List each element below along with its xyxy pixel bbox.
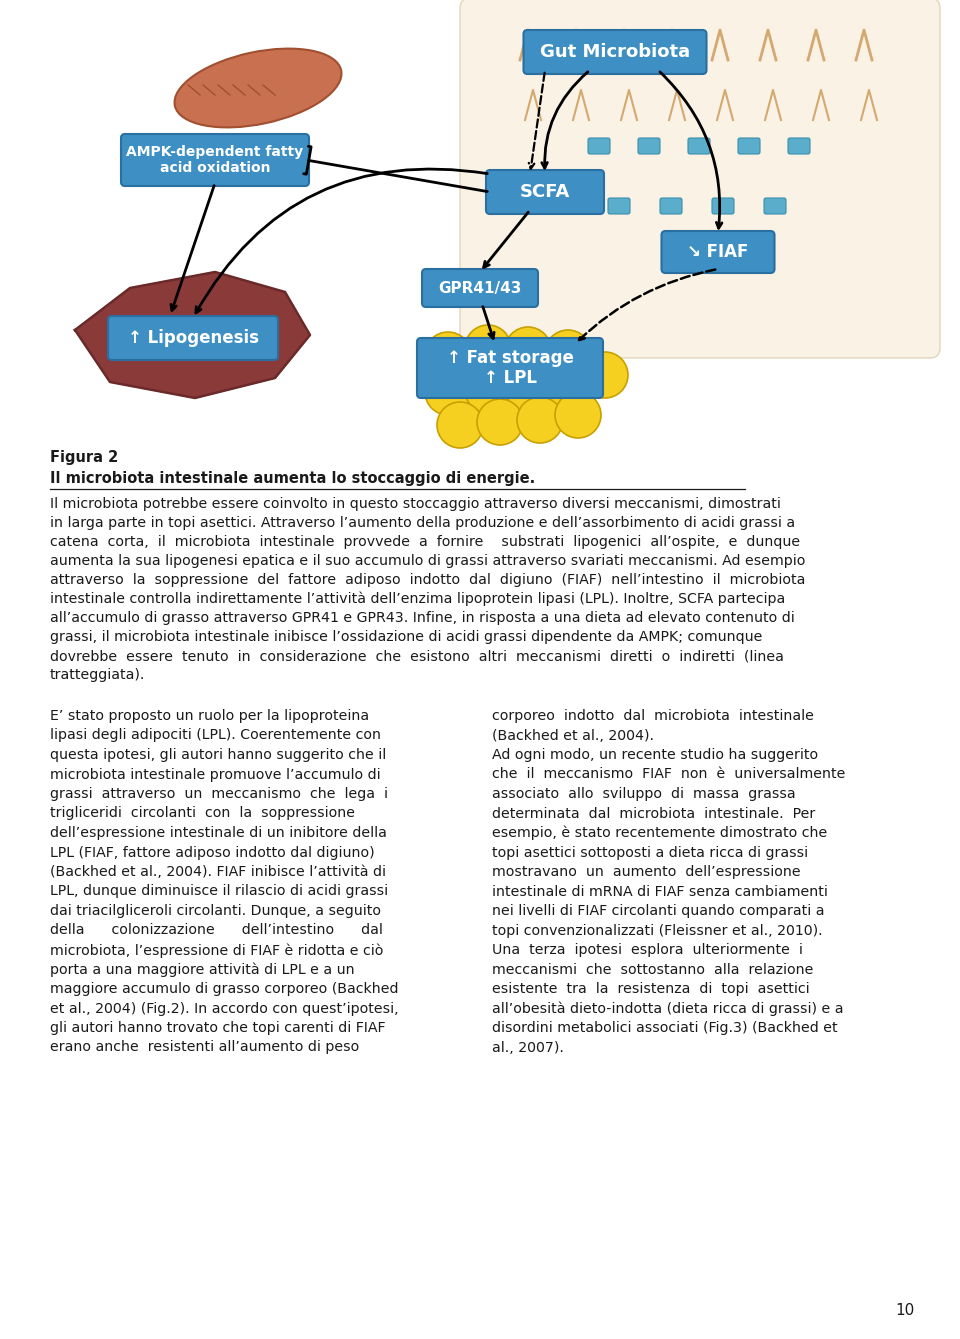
Text: et al., 2004) (Fig.2). In accordo con quest’ipotesi,: et al., 2004) (Fig.2). In accordo con qu…: [50, 1002, 398, 1015]
Circle shape: [545, 363, 591, 408]
Text: dovrebbe  essere  tenuto  in  considerazione  che  esistono  altri  meccanismi  : dovrebbe essere tenuto in considerazione…: [50, 649, 784, 663]
Text: Una  terza  ipotesi  esplora  ulteriormente  i: Una terza ipotesi esplora ulteriormente …: [492, 943, 803, 957]
Text: Figura 2: Figura 2: [50, 450, 118, 465]
Text: mostravano  un  aumento  dell’espressione: mostravano un aumento dell’espressione: [492, 865, 801, 878]
Text: microbiota intestinale promuove l’accumulo di: microbiota intestinale promuove l’accumu…: [50, 767, 380, 782]
Text: disordini metabolici associati (Fig.3) (Backhed et: disordini metabolici associati (Fig.3) (…: [492, 1022, 838, 1035]
Text: intestinale di mRNA di FIAF senza cambiamenti: intestinale di mRNA di FIAF senza cambia…: [492, 885, 828, 898]
Text: topi convenzionalizzati (Fleissner et al., 2010).: topi convenzionalizzati (Fleissner et al…: [492, 924, 823, 937]
Text: 10: 10: [896, 1303, 915, 1318]
Text: attraverso  la  soppressione  del  fattore  adiposo  indotto  dal  digiuno  (FIA: attraverso la soppressione del fattore a…: [50, 573, 805, 586]
Text: SCFA: SCFA: [520, 183, 570, 201]
FancyBboxPatch shape: [638, 138, 660, 154]
Text: al., 2007).: al., 2007).: [492, 1040, 564, 1055]
Text: esempio, è stato recentemente dimostrato che: esempio, è stato recentemente dimostrato…: [492, 826, 828, 841]
Text: della      colonizzazione      dell’intestino      dal: della colonizzazione dell’intestino dal: [50, 924, 383, 937]
Text: LPL (FIAF, fattore adiposo indotto dal digiuno): LPL (FIAF, fattore adiposo indotto dal d…: [50, 845, 374, 860]
Text: GPR41/43: GPR41/43: [439, 280, 521, 296]
Text: catena  corta,  il  microbiota  intestinale  provvede  a  fornire    substrati  : catena corta, il microbiota intestinale …: [50, 536, 800, 549]
Text: che  il  meccanismo  FIAF  non  è  universalmente: che il meccanismo FIAF non è universalme…: [492, 767, 846, 782]
FancyBboxPatch shape: [108, 316, 278, 360]
Circle shape: [465, 367, 511, 412]
Text: AMPK-dependent fatty
acid oxidation: AMPK-dependent fatty acid oxidation: [127, 145, 303, 175]
Text: determinata  dal  microbiota  intestinale.  Per: determinata dal microbiota intestinale. …: [492, 806, 815, 821]
Circle shape: [517, 396, 563, 443]
FancyBboxPatch shape: [460, 0, 940, 358]
Text: topi asettici sottoposti a dieta ricca di grassi: topi asettici sottoposti a dieta ricca d…: [492, 845, 808, 860]
Text: Il microbiota potrebbe essere coinvolto in questo stoccaggio attraverso diversi : Il microbiota potrebbe essere coinvolto …: [50, 497, 780, 511]
FancyBboxPatch shape: [712, 198, 734, 214]
FancyBboxPatch shape: [661, 232, 775, 273]
Text: all’obesità dieto-indotta (dieta ricca di grassi) e a: all’obesità dieto-indotta (dieta ricca d…: [492, 1002, 844, 1016]
FancyBboxPatch shape: [764, 198, 786, 214]
Text: dai triacilgliceroli circolanti. Dunque, a seguito: dai triacilgliceroli circolanti. Dunque,…: [50, 904, 381, 919]
Circle shape: [477, 399, 523, 445]
Text: Ad ogni modo, un recente studio ha suggerito: Ad ogni modo, un recente studio ha sugge…: [492, 749, 818, 762]
Text: LPL, dunque diminuisce il rilascio di acidi grassi: LPL, dunque diminuisce il rilascio di ac…: [50, 885, 388, 898]
Text: Il microbiota intestinale aumenta lo stoccaggio di energie.: Il microbiota intestinale aumenta lo sto…: [50, 471, 536, 486]
Text: grassi, il microbiota intestinale inibisce l’ossidazione di acidi grassi dipende: grassi, il microbiota intestinale inibis…: [50, 631, 762, 644]
FancyBboxPatch shape: [121, 134, 309, 186]
FancyBboxPatch shape: [417, 337, 603, 398]
Text: dell’espressione intestinale di un inibitore della: dell’espressione intestinale di un inibi…: [50, 826, 387, 840]
Polygon shape: [75, 272, 310, 398]
FancyBboxPatch shape: [486, 170, 604, 214]
Text: maggiore accumulo di grasso corporeo (Backhed: maggiore accumulo di grasso corporeo (Ba…: [50, 981, 398, 996]
Text: microbiota, l’espressione di FIAF è ridotta e ciò: microbiota, l’espressione di FIAF è rido…: [50, 943, 383, 957]
Text: E’ stato proposto un ruolo per la lipoproteina: E’ stato proposto un ruolo per la lipopr…: [50, 708, 370, 723]
Text: aumenta la sua lipogenesi epatica e il suo accumulo di grassi attraverso svariat: aumenta la sua lipogenesi epatica e il s…: [50, 554, 805, 568]
Ellipse shape: [175, 48, 342, 127]
FancyBboxPatch shape: [422, 269, 538, 307]
Text: esistente  tra  la  resistenza  di  topi  asettici: esistente tra la resistenza di topi aset…: [492, 981, 809, 996]
Text: ↑ Fat storage
↑ LPL: ↑ Fat storage ↑ LPL: [446, 348, 573, 387]
Text: ↑ Lipogenesis: ↑ Lipogenesis: [128, 329, 258, 347]
FancyBboxPatch shape: [688, 138, 710, 154]
Text: (Backhed et al., 2004).: (Backhed et al., 2004).: [492, 728, 654, 743]
Circle shape: [505, 366, 551, 411]
Circle shape: [555, 392, 601, 438]
Text: gli autori hanno trovato che topi carenti di FIAF: gli autori hanno trovato che topi carent…: [50, 1022, 386, 1035]
Text: nei livelli di FIAF circolanti quando comparati a: nei livelli di FIAF circolanti quando co…: [492, 904, 825, 919]
Text: Gut Microbiota: Gut Microbiota: [540, 43, 690, 62]
Text: meccanismi  che  sottostanno  alla  relazione: meccanismi che sottostanno alla relazion…: [492, 963, 813, 976]
Circle shape: [505, 327, 551, 374]
FancyBboxPatch shape: [788, 138, 810, 154]
Text: associato  allo  sviluppo  di  massa  grassa: associato allo sviluppo di massa grassa: [492, 787, 796, 801]
Circle shape: [465, 325, 511, 371]
Text: tratteggiata).: tratteggiata).: [50, 668, 145, 682]
Text: trigliceridi  circolanti  con  la  soppressione: trigliceridi circolanti con la soppressi…: [50, 806, 355, 821]
Circle shape: [545, 329, 591, 376]
FancyBboxPatch shape: [660, 198, 682, 214]
FancyBboxPatch shape: [588, 138, 610, 154]
Text: in larga parte in topi asettici. Attraverso l’aumento della produzione e dell’as: in larga parte in topi asettici. Attrave…: [50, 516, 795, 530]
Text: questa ipotesi, gli autori hanno suggerito che il: questa ipotesi, gli autori hanno suggeri…: [50, 749, 386, 762]
Circle shape: [582, 352, 628, 398]
Text: (Backhed et al., 2004). FIAF inibisce l’attività di: (Backhed et al., 2004). FIAF inibisce l’…: [50, 865, 386, 878]
Text: all’accumulo di grasso attraverso GPR41 e GPR43. Infine, in risposta a una dieta: all’accumulo di grasso attraverso GPR41 …: [50, 611, 795, 625]
FancyBboxPatch shape: [608, 198, 630, 214]
Text: lipasi degli adipociti (LPL). Coerentemente con: lipasi degli adipociti (LPL). Coerenteme…: [50, 728, 381, 743]
Text: porta a una maggiore attività di LPL e a un: porta a una maggiore attività di LPL e a…: [50, 963, 354, 977]
Text: corporeo  indotto  dal  microbiota  intestinale: corporeo indotto dal microbiota intestin…: [492, 708, 814, 723]
FancyBboxPatch shape: [523, 29, 707, 74]
Text: grassi  attraverso  un  meccanismo  che  lega  i: grassi attraverso un meccanismo che lega…: [50, 787, 388, 801]
Circle shape: [425, 332, 471, 378]
FancyBboxPatch shape: [738, 138, 760, 154]
Text: ↘ FIAF: ↘ FIAF: [687, 242, 749, 261]
Text: intestinale controlla indirettamente l’attività dell’enzima lipoprotein lipasi (: intestinale controlla indirettamente l’a…: [50, 592, 785, 607]
Circle shape: [425, 370, 471, 415]
Text: erano anche  resistenti all’aumento di peso: erano anche resistenti all’aumento di pe…: [50, 1040, 359, 1055]
Circle shape: [437, 402, 483, 449]
